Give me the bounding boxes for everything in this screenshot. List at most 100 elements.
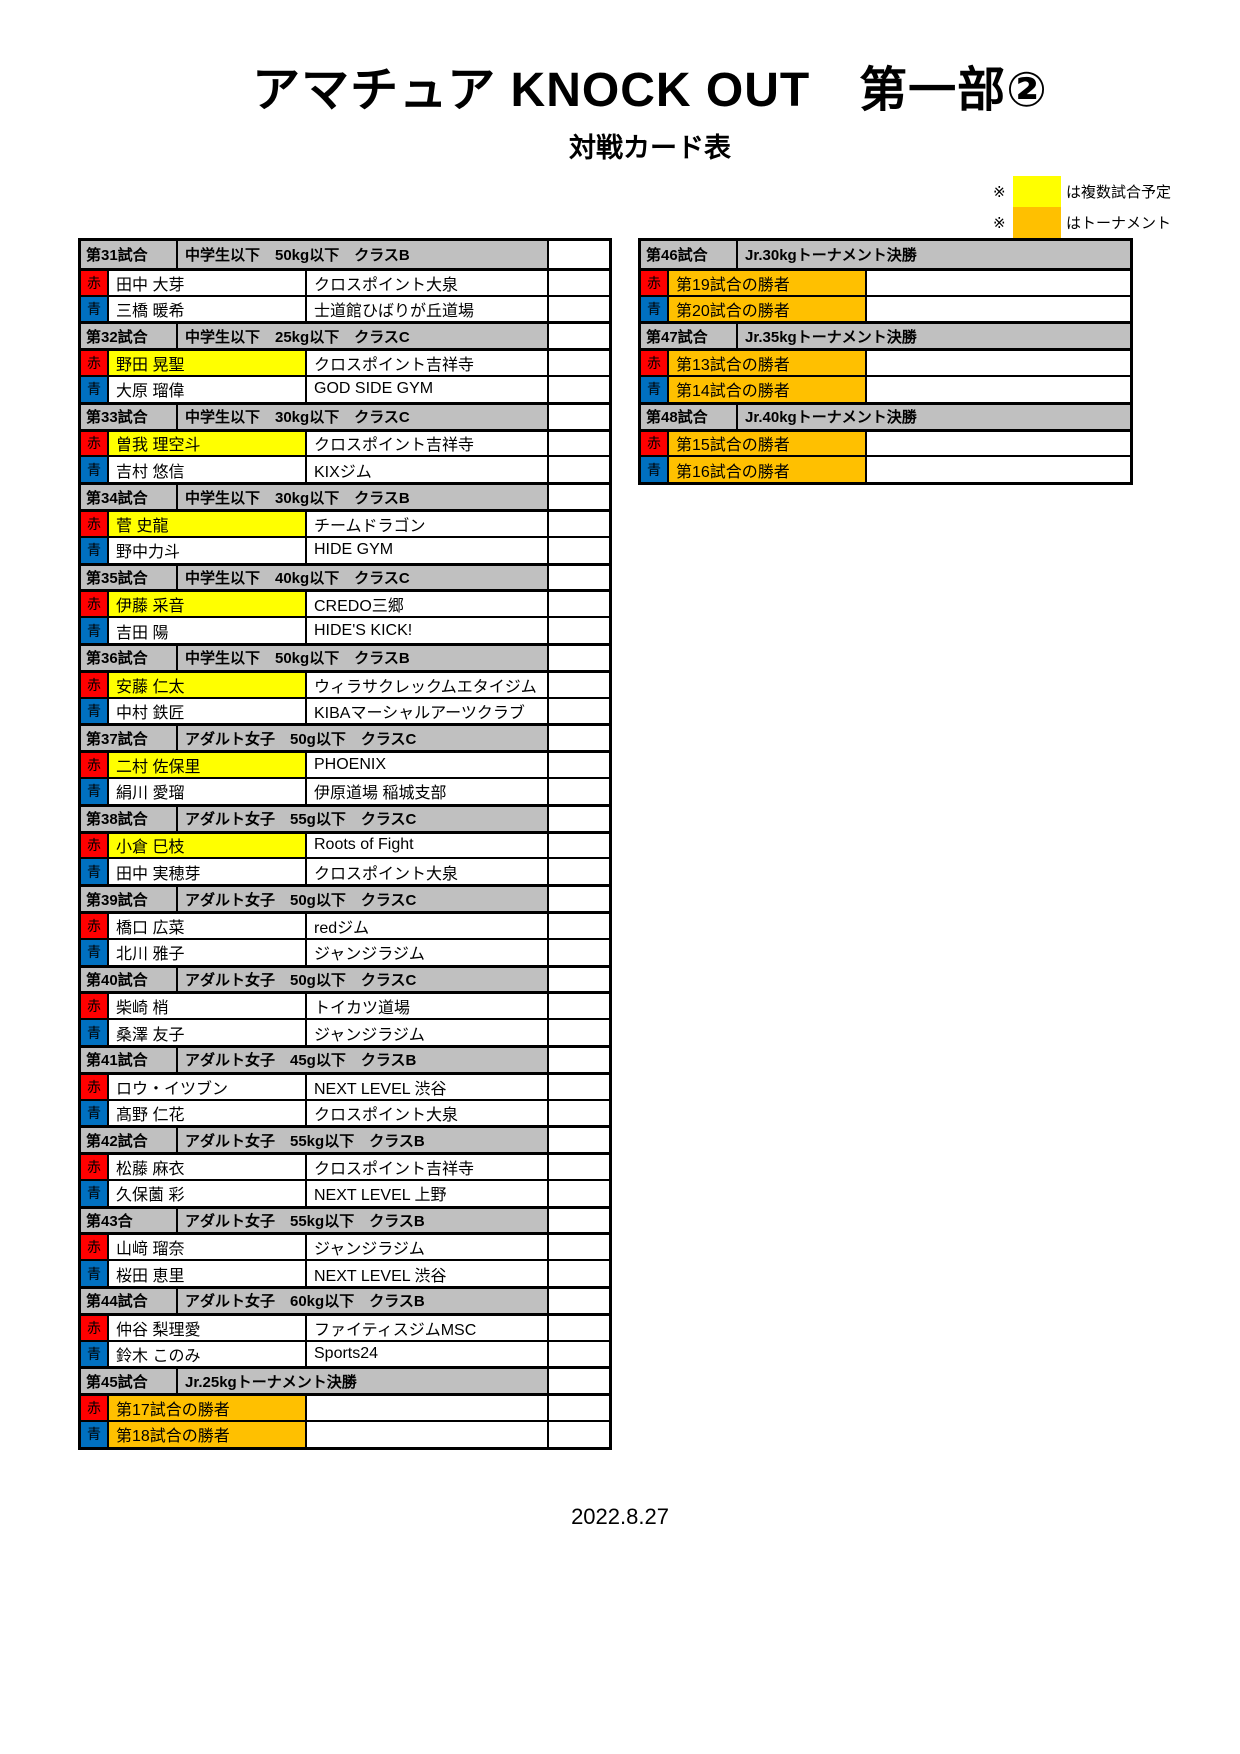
red-fighter-row: 赤第13試合の勝者: [641, 348, 1130, 375]
match-category: アダルト女子 50g以下 クラスC: [176, 967, 547, 992]
red-corner-badge: 赤: [81, 351, 107, 375]
red-fighter-name: 曽我 理空斗: [107, 431, 305, 456]
match-header-row: 第44試合 アダルト女子 60kg以下 クラスB: [81, 1286, 609, 1313]
match-header-row: 第47試合 Jr.35kgトーナメント決勝: [641, 321, 1130, 349]
match-category: 中学生以下 30kg以下 クラスB: [176, 485, 547, 509]
blue-fighter-row: 青髙野 仁花 クロスポイント大泉: [81, 1098, 609, 1126]
empty-cell: [547, 967, 609, 992]
empty-cell: [547, 1155, 609, 1179]
match-block: 第42試合 アダルト女子 55kg以下 クラスB 赤松藤 麻衣 クロスポイント吉祥寺青…: [81, 1125, 609, 1206]
match-number: 第36試合: [86, 650, 148, 668]
blue-fighter-row: 青第18試合の勝者: [81, 1420, 609, 1447]
blue-fighter-gym: [865, 376, 1130, 402]
red-fighter-name: ロウ・イツブン: [107, 1074, 305, 1099]
legend-label: は複数試合予定: [1066, 184, 1172, 201]
blue-fighter-gym: ジャンジラジム: [305, 1020, 547, 1045]
blue-fighter-name: 中村 鉄匠: [107, 698, 305, 724]
match-number: 第31試合: [86, 246, 148, 264]
red-fighter-name: 橋口 広菜: [107, 913, 305, 938]
match-header-row: 第31試合 中学生以下 50kg以下 クラスB: [81, 241, 609, 268]
legend-row: ※ はトーナメント: [993, 207, 1171, 238]
red-corner-badge: 赤: [81, 833, 107, 858]
match-category: アダルト女子 50g以下 クラスC: [176, 887, 547, 911]
red-corner-badge: 赤: [81, 1315, 107, 1340]
blue-fighter-row: 青田中 実穂芽 クロスポイント大泉: [81, 857, 609, 885]
blue-corner-badge: 青: [81, 1341, 107, 1367]
match-block: 第39試合 アダルト女子 50g以下 クラスC 赤橋口 広菜 redジム青北川 雅子ジ…: [81, 884, 609, 965]
red-fighter-row: 赤野田 晃聖 クロスポイント吉祥寺: [81, 348, 609, 375]
red-fighter-name: 第17試合の勝者: [107, 1396, 305, 1421]
red-fighter-row: 赤仲谷 梨理愛 ファイティスジムMSC: [81, 1312, 609, 1340]
empty-cell: [547, 1289, 609, 1313]
red-fighter-row: 赤松藤 麻衣 クロスポイント吉祥寺: [81, 1152, 609, 1179]
empty-cell: [547, 726, 609, 751]
match-number: 第45試合: [86, 1373, 148, 1391]
blue-fighter-name: 髙野 仁花: [107, 1100, 305, 1126]
match-category: アダルト女子 55kg以下 クラスB: [176, 1128, 547, 1153]
empty-cell: [547, 537, 609, 563]
blue-corner-badge: 青: [81, 1180, 107, 1206]
red-fighter-row: 赤橋口 広菜 redジム: [81, 910, 609, 938]
match-number: 第38試合: [86, 811, 148, 829]
red-corner-badge: 赤: [81, 1074, 107, 1099]
red-fighter-row: 赤山﨑 瑠奈 ジャンジラジム: [81, 1232, 609, 1260]
empty-cell: [547, 270, 609, 295]
match-block: 第31試合 中学生以下 50kg以下 クラスB 赤田中 大芽 クロスポイント大泉青三橋…: [81, 241, 609, 322]
blue-corner-badge: 青: [81, 1422, 107, 1447]
match-block: 第46試合 Jr.30kgトーナメント決勝赤第19試合の勝者青第20試合の勝者: [641, 241, 1130, 322]
red-fighter-gym: クロスポイント大泉: [305, 270, 547, 295]
match-category: 中学生以下 30kg以下 クラスC: [176, 404, 547, 429]
red-fighter-name: 第19試合の勝者: [667, 270, 865, 295]
blue-fighter-name: 吉村 悠信: [107, 457, 305, 483]
match-block: 第38試合 アダルト女子 55g以下 クラスC 赤小倉 巳枝 Roots of Fig…: [81, 803, 609, 885]
blue-fighter-row: 青絹川 愛瑠 伊原道場 稲城支部: [81, 776, 609, 804]
empty-cell: [547, 404, 609, 429]
red-corner-badge: 赤: [641, 431, 667, 456]
red-fighter-row: 赤安藤 仁太 ウィラサクレックムエタイジム: [81, 669, 609, 697]
red-fighter-gym: ジャンジラジム: [305, 1235, 547, 1260]
blue-fighter-name: 第20試合の勝者: [667, 296, 865, 322]
red-fighter-name: 小倉 巳枝: [107, 833, 305, 858]
empty-cell: [547, 778, 609, 804]
match-header-row: 第46試合 Jr.30kgトーナメント決勝: [641, 241, 1130, 268]
blue-fighter-row: 青桑澤 友子 ジャンジラジム: [81, 1018, 609, 1045]
red-corner-badge: 赤: [81, 431, 107, 456]
match-header-row: 第48試合 Jr.40kgトーナメント決勝: [641, 401, 1130, 429]
red-fighter-row: 赤小倉 巳枝 Roots of Fight: [81, 830, 609, 858]
blue-fighter-row: 青中村 鉄匠 KIBAマーシャルアーツクラブ: [81, 696, 609, 724]
match-block: 第34試合 中学生以下 30kg以下 クラスB 赤菅 史龍 チームドラゴン青野中力斗 H…: [81, 482, 609, 563]
red-fighter-name: 野田 晃聖: [107, 351, 305, 375]
red-fighter-gym: クロスポイント吉祥寺: [305, 431, 547, 456]
match-number: 第46試合: [646, 246, 708, 264]
match-number: 第37試合: [86, 730, 148, 748]
page-subtitle: 対戦カード表: [569, 133, 731, 163]
blue-fighter-row: 青鈴木 このみ Sports24: [81, 1339, 609, 1367]
match-header-row: 第42試合 アダルト女子 55kg以下 クラスB: [81, 1125, 609, 1153]
blue-fighter-name: 吉田 陽: [107, 618, 305, 643]
empty-cell: [547, 806, 609, 831]
empty-cell: [547, 1315, 609, 1340]
blue-corner-badge: 青: [81, 376, 107, 402]
red-fighter-gym: CREDO三郷: [305, 592, 547, 617]
match-number: 第34試合: [86, 489, 148, 507]
red-fighter-gym: クロスポイント吉祥寺: [305, 351, 547, 375]
red-fighter-gym: チームドラゴン: [305, 511, 547, 536]
red-corner-badge: 赤: [81, 1396, 107, 1421]
empty-cell: [547, 994, 609, 1019]
match-header-row: 第39試合 アダルト女子 50g以下 クラスC: [81, 884, 609, 911]
empty-cell: [547, 1047, 609, 1072]
match-number: 第43合: [86, 1213, 133, 1231]
match-category: アダルト女子 50g以下 クラスC: [176, 726, 547, 751]
match-header-row: 第40試合 アダルト女子 50g以下 クラスC: [81, 964, 609, 992]
red-fighter-name: 第15試合の勝者: [667, 431, 865, 456]
red-fighter-name: 伊藤 采音: [107, 592, 305, 617]
blue-fighter-row: 青吉村 悠信 KIXジム: [81, 455, 609, 483]
red-fighter-gym: NEXT LEVEL 渋谷: [305, 1074, 547, 1099]
red-corner-badge: 赤: [81, 270, 107, 295]
red-fighter-gym: トイカツ道場: [305, 994, 547, 1019]
red-fighter-row: 赤柴崎 梢トイカツ道場: [81, 991, 609, 1019]
match-number: 第42試合: [86, 1132, 148, 1150]
empty-cell: [547, 431, 609, 456]
empty-cell: [547, 241, 609, 268]
blue-fighter-name: 桜田 恵里: [107, 1261, 305, 1287]
